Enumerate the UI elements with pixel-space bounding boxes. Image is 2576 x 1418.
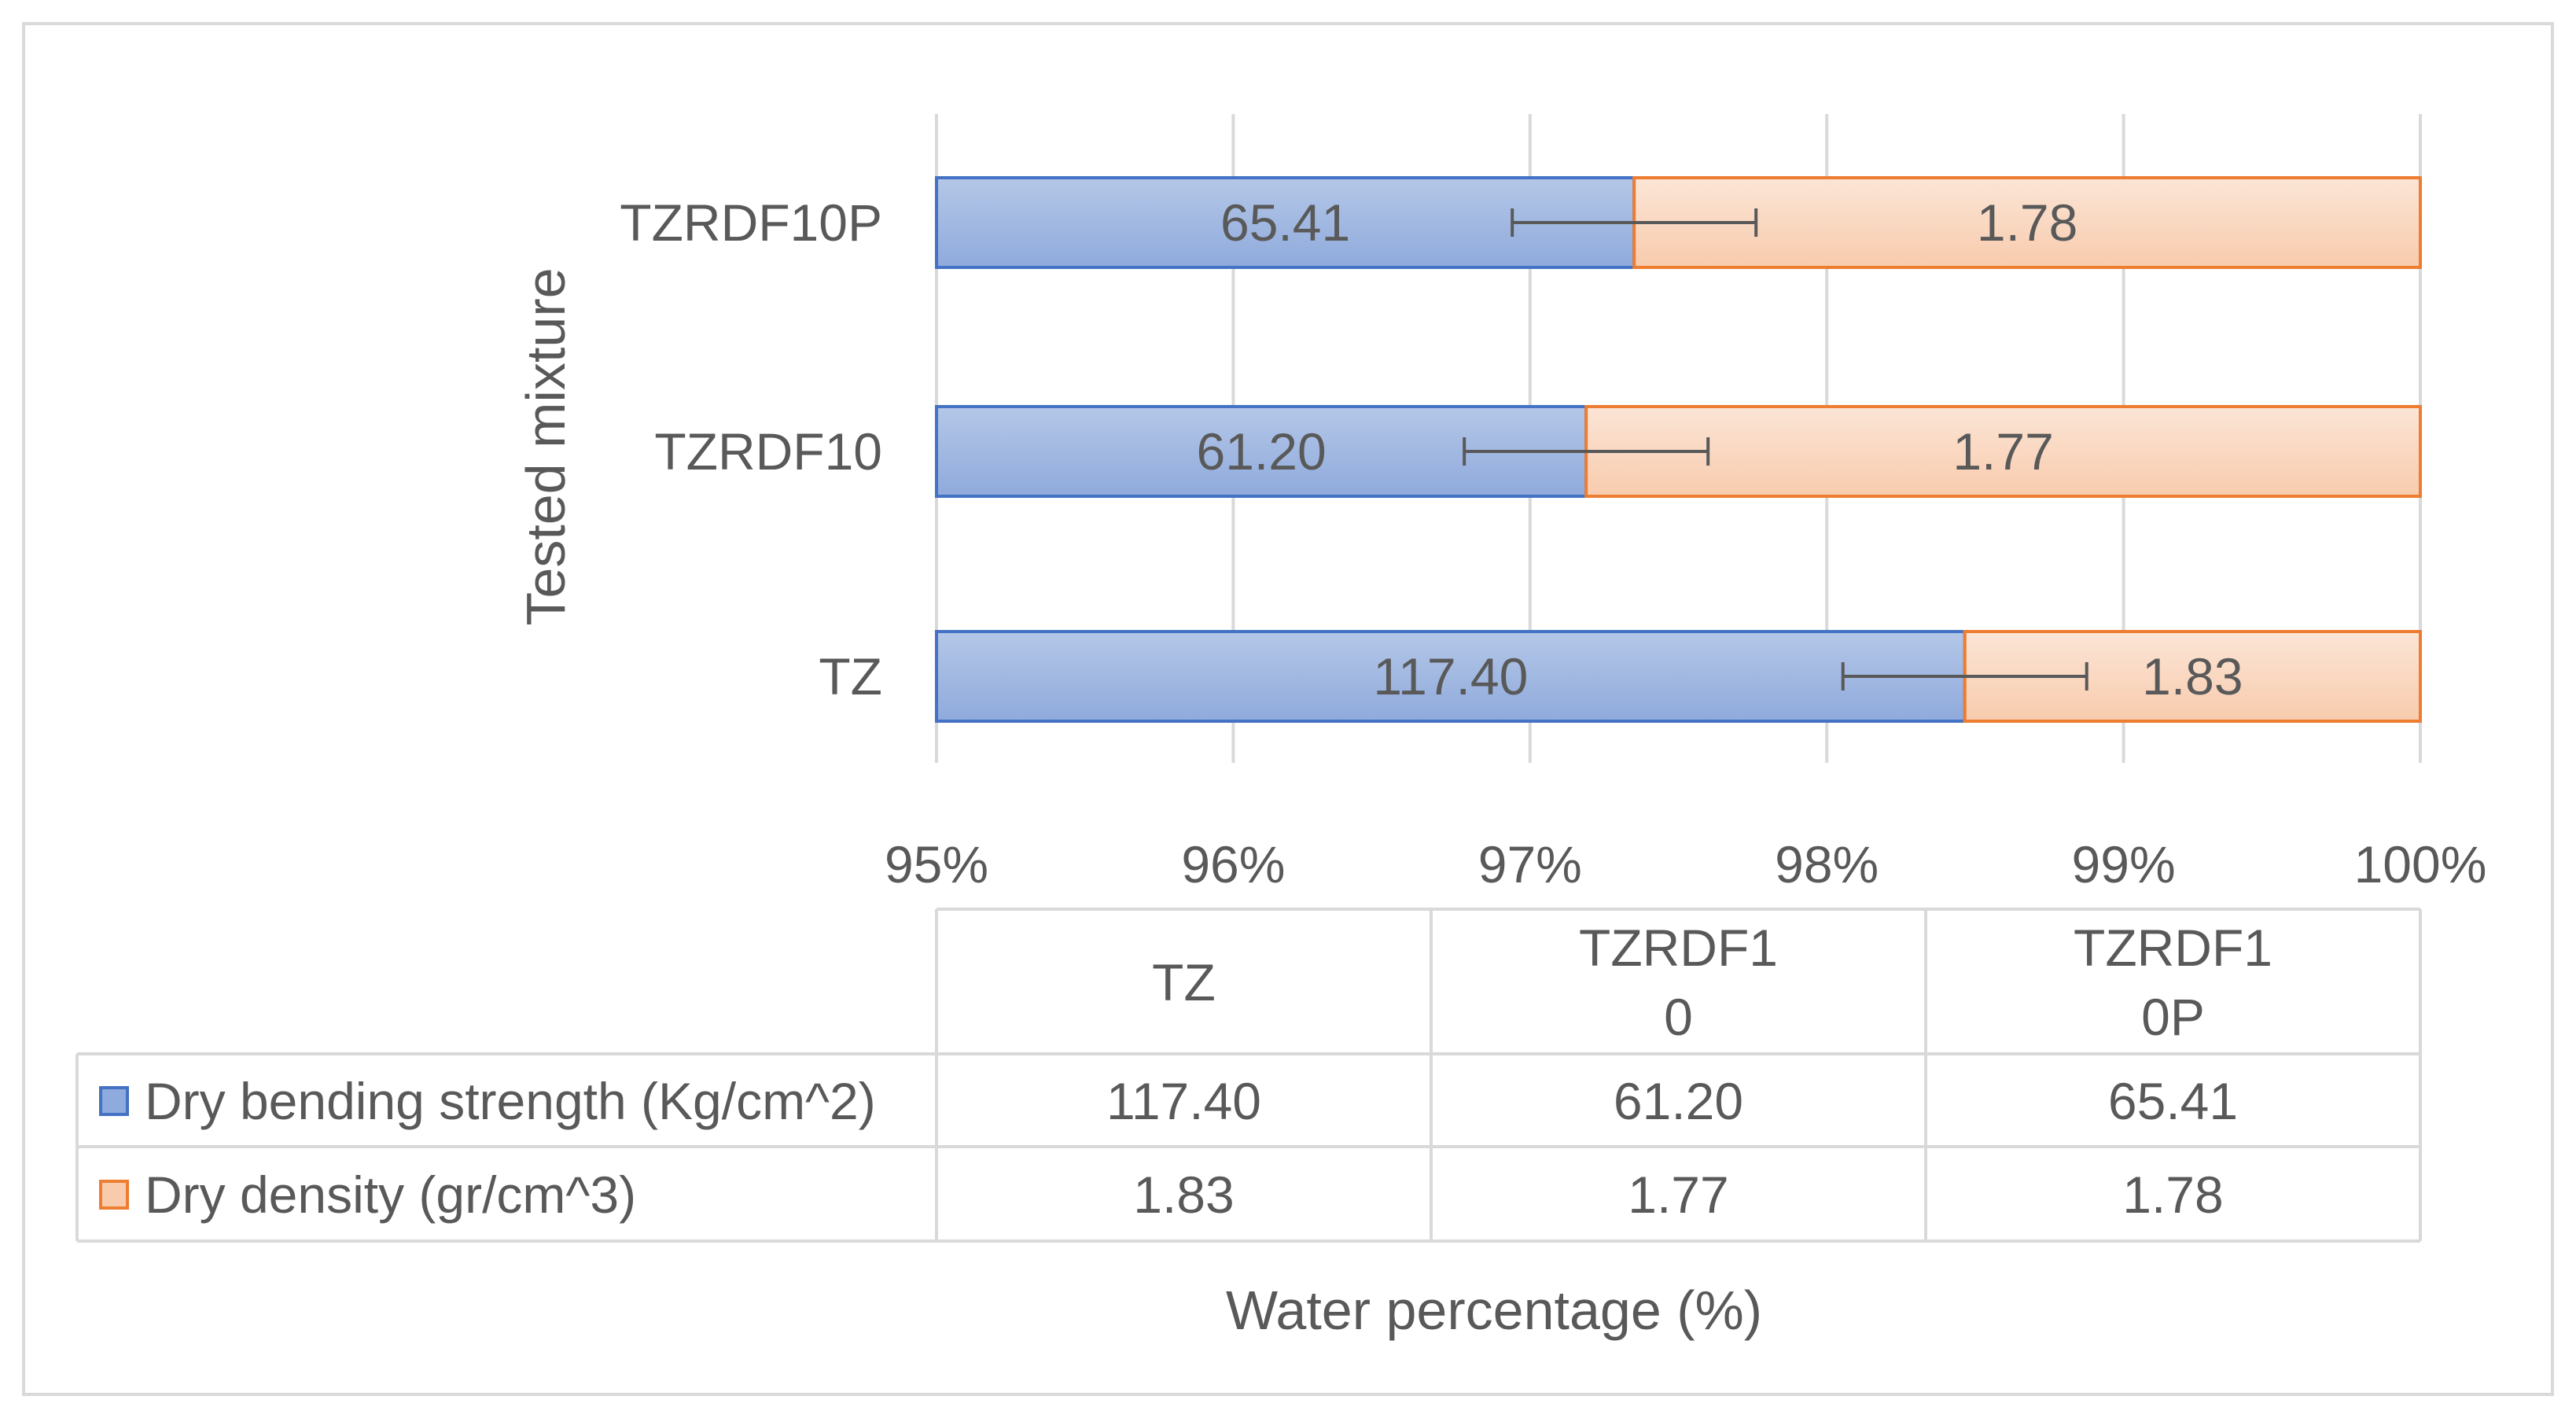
table-cell: 117.40 — [1106, 1072, 1261, 1130]
legend-key-dry-bending-strength — [99, 1086, 129, 1116]
table-cell: 1.77 — [1628, 1166, 1728, 1224]
legend-key-dry-density — [99, 1180, 129, 1210]
bars — [935, 176, 2422, 723]
data-label: 1.78 — [1977, 193, 2077, 252]
y-category-label: TZRDF10 — [654, 422, 882, 481]
x-tick-label: 97% — [1478, 835, 1582, 893]
table-cell: 65.41 — [2108, 1072, 2238, 1130]
data-label: 1.77 — [1952, 422, 2053, 481]
x-tick-label: 100% — [2354, 835, 2487, 893]
table-header-cell: 0P — [2141, 988, 2205, 1046]
data-label: 117.40 — [1373, 647, 1528, 705]
legend-label: Dry bending strength (Kg/cm^2) — [145, 1072, 876, 1130]
table-header-cell: 0 — [1664, 988, 1693, 1046]
table-header-cell: TZRDF1 — [1579, 919, 1778, 977]
table-cell: 1.78 — [2122, 1166, 2223, 1224]
x-tick-label: 99% — [2072, 835, 2176, 893]
data-table: TZ TZRDF1 0 TZRDF1 0P Dry bending strength (K… — [75, 908, 2422, 1243]
bar-tzrdf10-dry-density — [1584, 405, 2422, 498]
table-cell: 61.20 — [1614, 1072, 1743, 1130]
error-bars — [1463, 208, 2088, 691]
y-category-label: TZRDF10P — [620, 193, 882, 252]
bar-tzrdf10p-dry-density — [1632, 176, 2422, 269]
y-axis-title: Tested mixture — [515, 267, 576, 625]
x-tick-label: 96% — [1181, 835, 1285, 893]
table-header-cell: TZ — [1152, 953, 1216, 1011]
x-tick-label: 98% — [1775, 835, 1879, 893]
table-header-cell: TZRDF1 — [2074, 919, 2272, 977]
data-label: 65.41 — [1220, 193, 1350, 252]
data-labels: 117.40 1.83 61.20 1.77 65.41 1.78 — [1197, 193, 2243, 705]
y-category-label: TZ — [819, 647, 882, 705]
axes: 95% 96% 97% 98% 99% 100%TZTZRDF10TZRDF10PTest… — [515, 193, 2486, 1341]
x-tick-label: 95% — [885, 835, 988, 893]
x-axis-title: Water percentage (%) — [1226, 1280, 1762, 1341]
legend-label: Dry density (gr/cm^3) — [145, 1166, 636, 1224]
table-cell: 1.83 — [1133, 1166, 1234, 1224]
data-label: 61.20 — [1197, 422, 1327, 481]
data-label: 1.83 — [2142, 647, 2243, 705]
